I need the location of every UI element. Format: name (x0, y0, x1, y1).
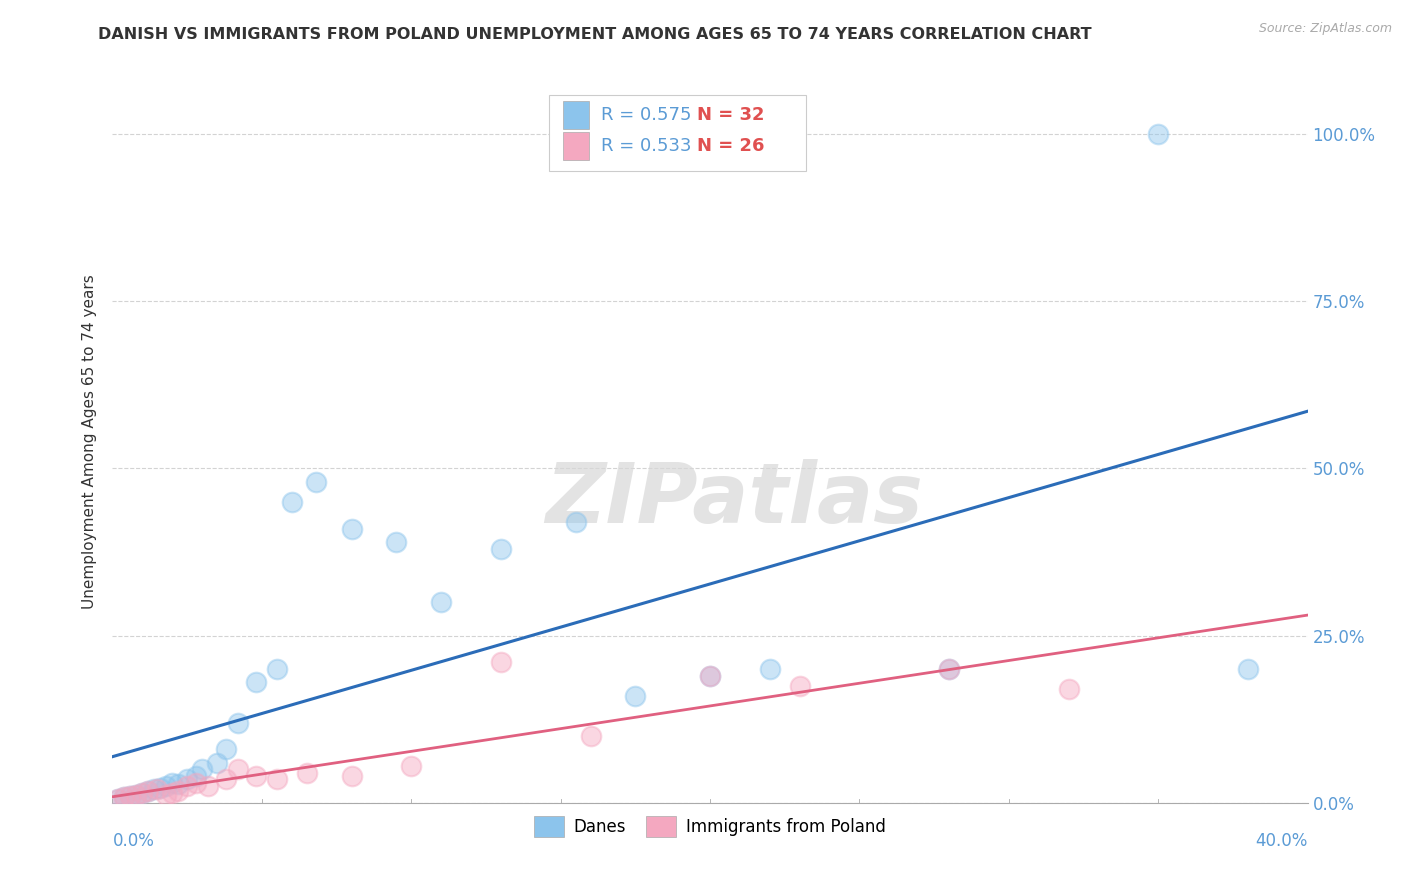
Point (186, 776, 208, 790)
Point (186, 769, 208, 783)
Point (401, 759, 423, 773)
Point (114, 790, 135, 805)
Point (938, 662, 960, 676)
Point (155, 779, 177, 793)
Point (266, 662, 288, 676)
FancyBboxPatch shape (562, 101, 589, 128)
Point (114, 790, 135, 805)
Point (430, 595, 453, 609)
Text: DANISH VS IMMIGRANTS FROM POLAND UNEMPLOYMENT AMONG AGES 65 TO 74 YEARS CORRELAT: DANISH VS IMMIGRANTS FROM POLAND UNEMPLO… (98, 27, 1092, 42)
Point (624, 689, 647, 703)
Point (176, 772, 198, 787)
Point (131, 786, 153, 800)
Point (489, 655, 512, 669)
FancyBboxPatch shape (562, 132, 589, 160)
Point (759, 662, 782, 676)
Text: N = 26: N = 26 (697, 137, 765, 155)
Point (295, 765, 318, 780)
Point (131, 786, 153, 800)
Y-axis label: Unemployment Among Ages 65 to 74 years: Unemployment Among Ages 65 to 74 years (82, 274, 97, 609)
Point (138, 784, 160, 798)
Point (162, 776, 183, 790)
Text: N = 32: N = 32 (697, 106, 765, 124)
Point (155, 788, 177, 802)
Legend: Danes, Immigrants from Poland: Danes, Immigrants from Poland (526, 808, 894, 845)
Point (120, 789, 142, 804)
Point (266, 772, 288, 787)
Point (579, 729, 602, 743)
Text: 40.0%: 40.0% (1256, 831, 1308, 850)
Point (143, 782, 166, 797)
Point (1147, 127, 1170, 141)
Point (340, 769, 363, 783)
Point (138, 784, 160, 798)
Text: 0.0%: 0.0% (112, 831, 155, 850)
Point (1237, 662, 1260, 676)
Point (281, 494, 304, 508)
Point (215, 742, 238, 756)
Point (162, 786, 183, 800)
Point (305, 475, 328, 489)
Text: ZIPatlas: ZIPatlas (546, 458, 922, 540)
Point (176, 779, 198, 793)
Point (167, 777, 190, 791)
Point (226, 762, 249, 776)
Point (125, 788, 148, 802)
Point (226, 715, 249, 730)
Point (564, 515, 586, 529)
Point (146, 782, 169, 797)
Point (789, 679, 811, 693)
Text: Source: ZipAtlas.com: Source: ZipAtlas.com (1258, 22, 1392, 36)
Point (1057, 681, 1080, 696)
Text: R = 0.575: R = 0.575 (602, 106, 692, 124)
FancyBboxPatch shape (548, 95, 806, 170)
Point (489, 541, 512, 556)
Point (107, 792, 129, 806)
Point (215, 772, 238, 787)
Point (245, 769, 267, 783)
Point (167, 784, 190, 798)
Point (699, 669, 721, 683)
Point (699, 669, 721, 683)
Point (120, 789, 142, 804)
Point (125, 788, 148, 802)
Point (385, 534, 408, 549)
Point (107, 792, 129, 806)
Point (340, 521, 363, 535)
Point (205, 756, 228, 770)
Text: R = 0.533: R = 0.533 (602, 137, 692, 155)
Point (938, 662, 960, 676)
Point (197, 779, 219, 793)
Point (191, 762, 214, 776)
Point (149, 781, 172, 796)
Point (245, 675, 267, 690)
